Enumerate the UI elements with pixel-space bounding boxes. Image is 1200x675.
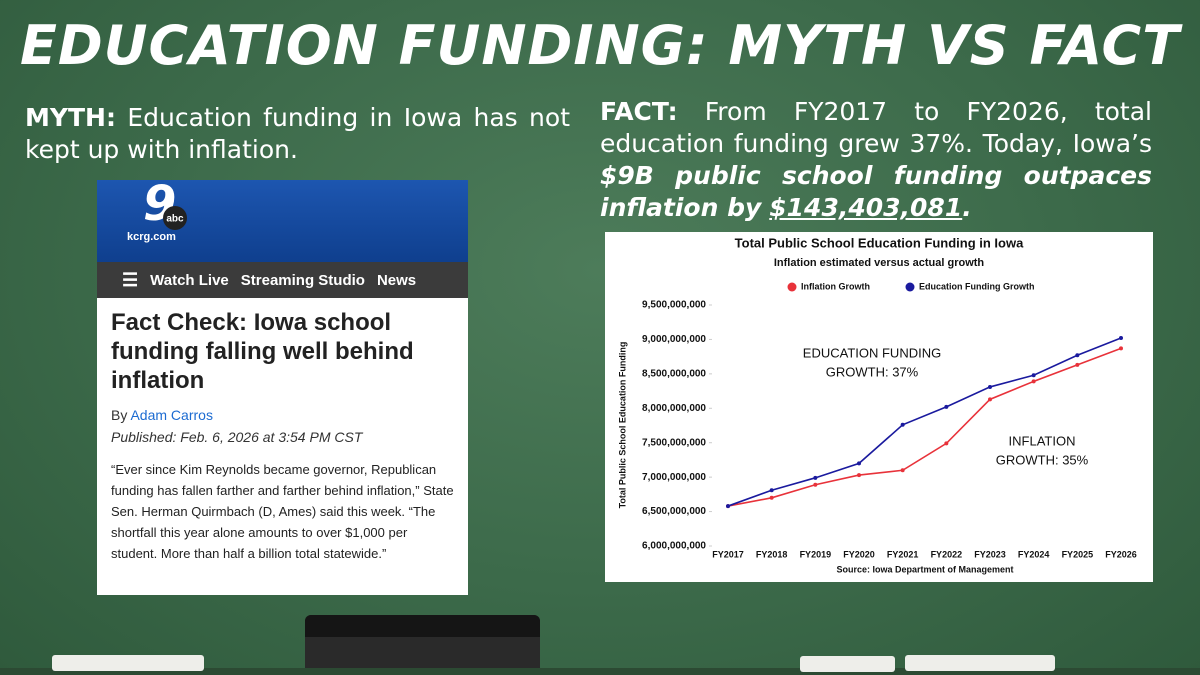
data-point [1119, 336, 1123, 341]
annotation: GROWTH: 37% [826, 364, 919, 379]
y-tick-label: 7,500,000,000 [642, 437, 706, 448]
x-tick-label: FY2020 [843, 549, 875, 559]
nav-item[interactable]: Streaming Studio [240, 271, 365, 289]
fact-amount: $143,403,081 [769, 193, 963, 222]
data-point [900, 422, 905, 427]
y-tick-label: 8,500,000,000 [642, 368, 706, 379]
data-point [857, 461, 861, 466]
legend-label: Inflation Growth [801, 281, 870, 291]
myth-text: Education funding in Iowa has not kept u… [25, 103, 571, 164]
nav-item[interactable]: News [376, 271, 417, 289]
chalk-ledge [0, 668, 1200, 675]
data-point [944, 404, 949, 409]
data-point [1075, 353, 1080, 358]
x-tick-label: FY2025 [1062, 549, 1094, 559]
menu-icon[interactable]: ☰ [122, 269, 139, 290]
legend-label: Education Funding Growth [919, 281, 1034, 291]
fact-emphasis: $9B public school funding outpaces infla… [600, 161, 1152, 222]
data-line [727, 347, 1122, 507]
data-point [1075, 362, 1080, 367]
chart-title: Total Public School Education Funding in… [735, 235, 1024, 250]
fact-end: . [962, 193, 972, 222]
x-tick-label: FY2024 [1018, 549, 1050, 559]
fact-label: FACT: [600, 97, 678, 126]
x-tick-label: FY2021 [887, 549, 919, 559]
nav-bar: ☰ Watch Live Streaming Studio News [97, 262, 468, 298]
chalk [52, 655, 204, 671]
data-point [769, 488, 774, 493]
legend-marker [787, 282, 797, 292]
annotation: GROWTH: 35% [996, 452, 1089, 467]
y-tick-label: 6,500,000,000 [642, 506, 706, 517]
page-title: EDUCATION FUNDING: MYTH VS FACT [19, 14, 1181, 77]
data-point [813, 475, 818, 480]
legend-marker [905, 282, 915, 292]
y-tick-label: 8,000,000,000 [642, 403, 706, 414]
myth-statement: MYTH: Education funding in Iowa has not … [25, 102, 570, 166]
logo-network: abc [166, 214, 184, 225]
chart-source: Source: Iowa Department of Management [836, 564, 1013, 574]
x-tick-label: FY2023 [974, 549, 1006, 559]
logo-badge [163, 206, 187, 230]
logo-site: kcrg.com [127, 231, 176, 243]
published-date: Published: Feb. 6, 2026 at 3:54 PM CST [111, 429, 363, 445]
byline: By Adam Carros [111, 407, 454, 423]
data-point [900, 468, 905, 473]
news-article: 9 abc kcrg.com ☰ Watch Live Streaming St… [97, 180, 468, 595]
logo-bar: 9 abc kcrg.com [97, 180, 468, 262]
data-point [988, 397, 992, 402]
nav-item[interactable]: Watch Live [150, 271, 229, 289]
data-point [769, 495, 774, 500]
annotation: INFLATION [1009, 433, 1076, 448]
y-tick-label: 7,000,000,000 [642, 472, 706, 483]
data-point [813, 482, 818, 487]
chalk [800, 656, 895, 672]
x-tick-label: FY2022 [931, 549, 963, 559]
station-logo: 9 abc kcrg.com [127, 180, 187, 243]
article-quote: “Ever since Kim Reynolds became governor… [111, 462, 454, 561]
data-point [944, 441, 949, 446]
y-tick-label: 9,500,000,000 [642, 300, 706, 311]
data-line [727, 337, 1122, 507]
y-axis-title: Total Public School Education Funding [617, 342, 627, 509]
eraser-top [305, 615, 540, 637]
data-point [1119, 346, 1123, 351]
chart: Total Public School Education Funding in… [605, 232, 1153, 582]
data-point [988, 384, 992, 389]
x-tick-label: FY2026 [1105, 549, 1137, 559]
x-tick-label: FY2017 [712, 549, 744, 559]
chalk [905, 655, 1055, 671]
author-link[interactable]: Adam Carros [130, 407, 213, 423]
data-point [857, 473, 861, 478]
fact-text: From FY2017 to FY2026, total education f… [600, 97, 1152, 158]
data-point [726, 504, 730, 509]
x-tick-label: FY2018 [756, 549, 788, 559]
data-point [1031, 379, 1036, 384]
fact-statement: FACT: From FY2017 to FY2026, total educa… [600, 96, 1152, 224]
annotation: EDUCATION FUNDING [803, 345, 941, 360]
y-tick-label: 6,000,000,000 [642, 541, 706, 552]
data-point [1031, 373, 1036, 378]
article-headline: Fact Check: Iowa school funding falling … [111, 309, 414, 394]
chart-subtitle: Inflation estimated versus actual growth [774, 257, 985, 269]
x-tick-label: FY2019 [800, 549, 832, 559]
y-tick-label: 9,000,000,000 [642, 334, 706, 345]
myth-label: MYTH: [25, 103, 116, 132]
byline-prefix: By [111, 407, 128, 423]
